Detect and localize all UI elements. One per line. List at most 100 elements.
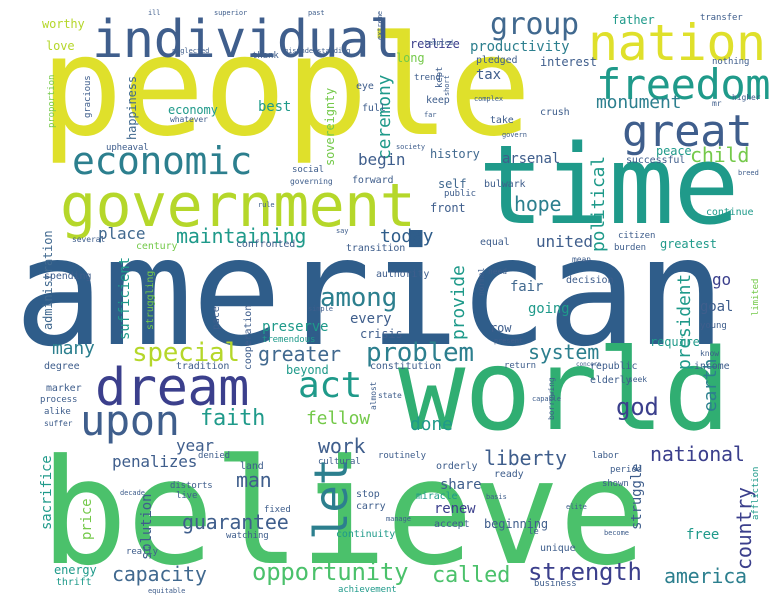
word-basis: basis xyxy=(486,493,507,501)
word-world: world xyxy=(398,326,731,456)
word-cultural: cultural xyxy=(318,457,361,467)
word-misunderstanding: misunderstanding xyxy=(284,47,351,55)
word-decision: decision xyxy=(566,275,614,286)
word-superior: superior xyxy=(214,9,248,17)
word-equitable: equitable xyxy=(148,587,186,595)
word-simple: simple xyxy=(308,305,333,313)
word-denied: denied xyxy=(198,451,230,461)
word-man: man xyxy=(236,468,272,492)
word-going: going xyxy=(528,301,570,317)
word-crush: crush xyxy=(540,107,570,118)
word-upon: upon xyxy=(80,396,180,445)
word-ceremony: ceremony xyxy=(374,74,395,160)
word-thank: thank xyxy=(252,51,279,61)
word-unique: unique xyxy=(540,543,576,554)
word-almost: almost xyxy=(369,381,378,410)
word-monument: monument xyxy=(596,92,682,113)
word-labor: labor xyxy=(592,451,619,461)
word-carry: carry xyxy=(356,501,386,512)
word-national: national xyxy=(650,442,745,466)
word-happiness: happiness xyxy=(125,76,139,140)
word-elite: elite xyxy=(566,503,587,511)
word-goal: goal xyxy=(700,299,734,315)
word-orderly: orderly xyxy=(436,461,478,472)
word-renew: renew xyxy=(434,501,476,517)
word-productivity: productivity xyxy=(470,39,570,55)
word-complex: complex xyxy=(474,95,504,103)
word-faith: faith xyxy=(200,406,266,431)
word-among: among xyxy=(320,283,397,313)
word-shown: shown xyxy=(602,479,629,489)
word-free: free xyxy=(686,527,720,543)
word-price: price xyxy=(79,498,95,540)
word-cooperation: cooperation xyxy=(243,304,254,370)
word-several: several xyxy=(72,235,106,244)
word-problem: problem xyxy=(366,338,474,368)
word-spending: spending xyxy=(44,271,92,282)
word-freedom: freedom xyxy=(596,60,771,109)
word-pledged: pledged xyxy=(476,55,518,66)
word-group: group xyxy=(490,7,579,42)
word-business: business xyxy=(534,579,577,589)
word-forward: forward xyxy=(352,175,394,186)
word-act: act xyxy=(298,365,362,406)
word-realize: realize xyxy=(410,37,460,51)
word-share: share xyxy=(440,477,482,493)
word-government: government xyxy=(60,171,416,241)
word-marker: marker xyxy=(46,383,82,394)
word-great: great xyxy=(622,106,753,157)
word-believe: believe xyxy=(40,428,647,598)
word-god: god xyxy=(616,393,659,421)
word-return: return xyxy=(504,361,536,371)
word-authority: authority xyxy=(376,269,430,280)
word-opportunity: opportunity xyxy=(252,558,409,586)
word-called: called xyxy=(432,563,511,588)
word-maintaining: maintaining xyxy=(176,224,307,248)
word-self: self xyxy=(438,177,467,191)
word-rule: rule xyxy=(258,201,275,209)
word-social: social xyxy=(292,165,324,175)
word-successful: successful xyxy=(626,155,686,166)
word-govern: govern xyxy=(502,131,527,139)
word-alike: alike xyxy=(44,407,71,417)
word-history: history xyxy=(430,147,480,161)
word-energy: energy xyxy=(54,563,97,577)
word-work: work xyxy=(318,434,366,458)
word-manage: manage xyxy=(386,515,411,523)
word-individual: individual xyxy=(92,10,400,70)
word-thrift: thrift xyxy=(56,577,92,588)
word-ill: ill xyxy=(148,9,161,17)
word-higher: higher xyxy=(732,93,761,102)
word-child: child xyxy=(690,143,750,167)
word-live: live xyxy=(176,491,198,501)
word-young: young xyxy=(700,321,727,331)
word-public: public xyxy=(444,189,476,199)
word-let: let xyxy=(304,458,358,540)
word-republic: republic xyxy=(590,361,638,372)
word-suffer: suffer xyxy=(44,419,73,428)
word-extreme: extreme xyxy=(376,10,384,40)
word-economy: economy xyxy=(168,103,218,117)
word-tax: tax xyxy=(476,67,501,83)
word-neglected: neglected xyxy=(172,47,210,55)
word-limited: limited xyxy=(751,278,761,316)
word-need: need xyxy=(488,267,507,276)
word-strength: strength xyxy=(528,558,642,586)
word-continue: continue xyxy=(706,207,754,218)
word-provide: provide xyxy=(448,265,469,340)
word-stop: stop xyxy=(356,489,380,500)
word-sufficient: sufficient xyxy=(117,257,133,340)
word-long: long xyxy=(396,51,425,65)
word-sovereignty: sovereignty xyxy=(323,87,337,166)
word-century: century xyxy=(136,241,178,252)
word-present: present xyxy=(494,337,524,345)
word-special: special xyxy=(132,338,240,368)
word-worthy: worthy xyxy=(42,17,85,31)
word-peace: peace xyxy=(656,144,692,158)
word-take: take xyxy=(490,115,514,126)
word-arsenal: arsenal xyxy=(502,151,561,167)
word-ready: ready xyxy=(494,469,524,480)
word-place: place xyxy=(98,224,146,243)
word-people: people xyxy=(40,6,532,167)
word-require: require xyxy=(650,335,700,349)
